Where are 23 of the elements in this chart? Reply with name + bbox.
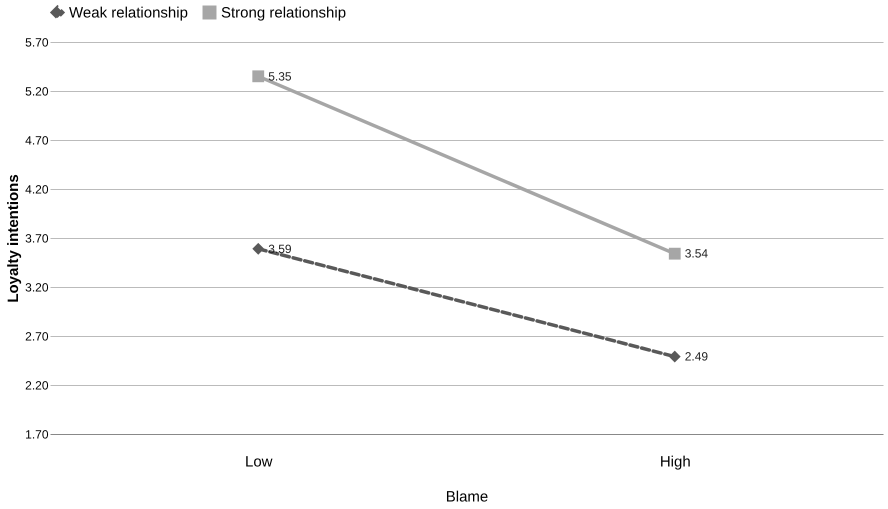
- x-axis-title: Blame: [446, 488, 488, 506]
- y-tick-label: 3.70: [25, 232, 49, 246]
- y-tick-label: 2.70: [25, 330, 49, 344]
- legend-label: Weak relationship: [69, 4, 188, 22]
- point: [252, 242, 264, 255]
- data-label: 5.35: [268, 69, 292, 84]
- point: [252, 70, 264, 82]
- data-label: 2.49: [684, 350, 708, 364]
- y-tick-label: 2.20: [25, 378, 49, 392]
- y-tick-label: 4.70: [25, 134, 49, 148]
- x-tick-label: High: [660, 454, 691, 470]
- y-tick-label: 1.70: [25, 428, 49, 442]
- y-tick-label: 5.20: [25, 84, 49, 98]
- y-tick-label: 4.20: [25, 182, 49, 196]
- data-label: 3.59: [268, 242, 292, 256]
- point: [668, 248, 681, 260]
- legend-label: Strong relationship: [221, 4, 346, 22]
- y-tick-label: 5.70: [25, 36, 49, 50]
- point: [668, 350, 681, 362]
- y-tick-label: 3.20: [25, 280, 49, 294]
- data-label: 3.54: [684, 246, 708, 261]
- x-tick-label: Low: [244, 454, 273, 470]
- y-axis-title: Loyalty intentions: [5, 174, 22, 303]
